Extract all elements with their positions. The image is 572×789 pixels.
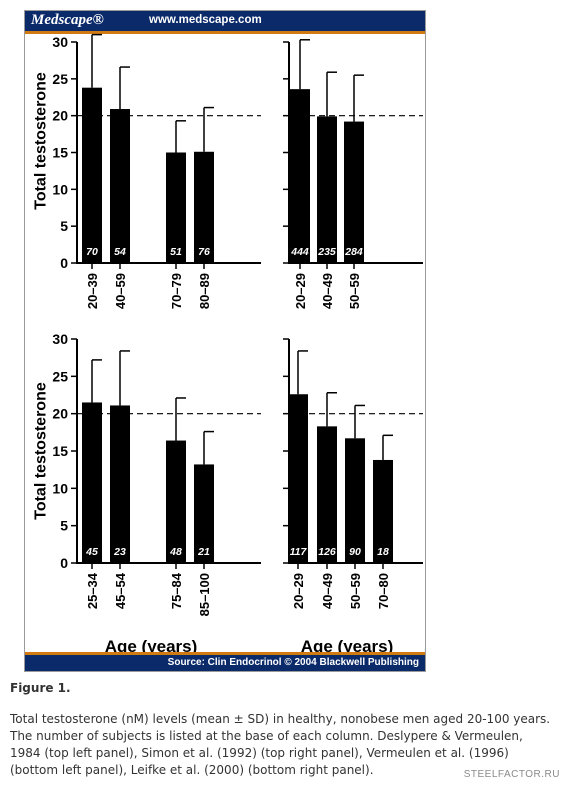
panel-3-y-tick-label-0: 0 bbox=[60, 555, 68, 571]
panel-3-y-tick-label-5: 25 bbox=[52, 368, 68, 384]
medscape-url: www.medscape.com bbox=[149, 14, 262, 26]
panel-1-category-label-2: 40–59 bbox=[113, 273, 128, 309]
panel-4-n-label-3: 90 bbox=[349, 546, 361, 558]
panel-1-y-tick-label-3: 15 bbox=[52, 145, 68, 161]
figure-box: Medscape® www.medscape.com 70 20–39 54 40–5… bbox=[24, 10, 426, 672]
panel-3-bar-1 bbox=[82, 402, 102, 563]
panel-3-n-label-2: 23 bbox=[113, 546, 126, 558]
panel-3-bar-2 bbox=[110, 405, 130, 563]
medscape-banner: Medscape® www.medscape.com bbox=[25, 11, 425, 34]
panel-3-n-label-3: 48 bbox=[169, 546, 182, 558]
panel-3-y-tick-label-1: 5 bbox=[60, 518, 68, 534]
panel-1-n-label-3: 51 bbox=[170, 246, 182, 258]
panel-3-category-label-1: 25–34 bbox=[85, 572, 100, 609]
panel-3-y-tick-label-6: 30 bbox=[52, 331, 68, 347]
panel-2-bar-3 bbox=[344, 121, 364, 263]
panel-1-n-label-2: 54 bbox=[114, 246, 126, 258]
panel-4-bar-4 bbox=[373, 459, 393, 563]
panel-3-bar-3 bbox=[166, 440, 186, 563]
panel-4-bar-3 bbox=[345, 438, 365, 563]
watermark: STEELFACTOR.RU bbox=[463, 769, 560, 780]
panel-1-bar-4 bbox=[194, 151, 214, 263]
caption-text: Total testosterone (nM) levels (mean ± S… bbox=[10, 712, 551, 777]
panel-3-y-tick-label-4: 20 bbox=[52, 406, 68, 422]
panel-1-bar-1 bbox=[82, 87, 102, 263]
panel-1-y-tick-label-1: 5 bbox=[60, 218, 68, 234]
medscape-logo: Medscape® bbox=[31, 12, 104, 28]
panel-2-category-label-1: 20–29 bbox=[293, 273, 308, 309]
panel-4-category-label-3: 50–59 bbox=[348, 573, 363, 609]
panel-3-category-label-3: 75–84 bbox=[169, 572, 184, 609]
panel-1-n-label-1: 70 bbox=[86, 246, 98, 258]
panel-4-n-label-1: 117 bbox=[290, 546, 308, 558]
panel-4-n-label-4: 18 bbox=[377, 546, 389, 558]
panel-4-bar-1 bbox=[288, 394, 308, 563]
panel-4-n-label-2: 126 bbox=[318, 546, 336, 558]
panel-1-y-tick-label-0: 0 bbox=[60, 255, 68, 271]
panel-4-x-axis-label: Age (years) bbox=[301, 637, 394, 656]
panel-1-y-tick-label-4: 20 bbox=[52, 108, 68, 124]
panel-2-n-label-2: 235 bbox=[317, 246, 336, 258]
source-footer: Source: Clin Endocrinol © 2004 Blackwell… bbox=[25, 652, 425, 671]
panel-1-y-tick-label-5: 25 bbox=[52, 71, 68, 87]
panel-1-n-label-4: 76 bbox=[198, 246, 210, 258]
panel-2-category-label-3: 50–59 bbox=[347, 273, 362, 309]
panel-1-y-tick-label-2: 10 bbox=[52, 181, 68, 197]
panel-3-bar-4 bbox=[194, 464, 214, 563]
panel-2-category-label-2: 40–49 bbox=[320, 273, 335, 309]
panel-1-category-label-4: 80–89 bbox=[197, 273, 212, 309]
source-credit: Source: Clin Endocrinol © 2004 Blackwell… bbox=[167, 657, 419, 668]
panel-3-y-tick-label-2: 10 bbox=[52, 480, 68, 496]
panel-4-category-label-4: 70–80 bbox=[376, 573, 391, 609]
caption-title: Figure 1. bbox=[10, 681, 71, 695]
panel-1-category-label-1: 20–39 bbox=[85, 273, 100, 309]
panel-1-y-axis-label: Total testosterone bbox=[33, 72, 50, 210]
panel-2-n-label-3: 284 bbox=[344, 246, 363, 258]
panel-3-category-label-4: 85–100 bbox=[197, 573, 212, 616]
panel-2-bar-2 bbox=[317, 116, 337, 263]
panel-3-y-axis-label: Total testosterone bbox=[33, 382, 50, 520]
panel-4-category-label-1: 20–29 bbox=[291, 573, 306, 609]
panel-1-bar-2 bbox=[110, 109, 130, 263]
panel-2-n-label-1: 444 bbox=[290, 246, 309, 258]
panel-3-n-label-1: 45 bbox=[85, 546, 98, 558]
panel-4-bar-2 bbox=[317, 426, 337, 563]
panel-2-bar-1 bbox=[290, 89, 310, 263]
panel-1-y-tick-label-6: 30 bbox=[52, 34, 68, 50]
panel-4-category-label-2: 40–49 bbox=[320, 573, 335, 609]
panel-3-y-tick-label-3: 15 bbox=[52, 443, 68, 459]
panel-3-x-axis-label: Age (years) bbox=[105, 637, 198, 656]
bar-chart-panels: 70 20–39 54 40–59 51 70–79 76 80–89 0 5 10 15 20 25 30… bbox=[33, 33, 423, 656]
panel-1-bar-3 bbox=[166, 152, 186, 263]
panel-3-n-label-4: 21 bbox=[197, 546, 210, 558]
panel-3-category-label-2: 45–54 bbox=[113, 572, 128, 609]
panel-1-category-label-3: 70–79 bbox=[169, 273, 184, 309]
